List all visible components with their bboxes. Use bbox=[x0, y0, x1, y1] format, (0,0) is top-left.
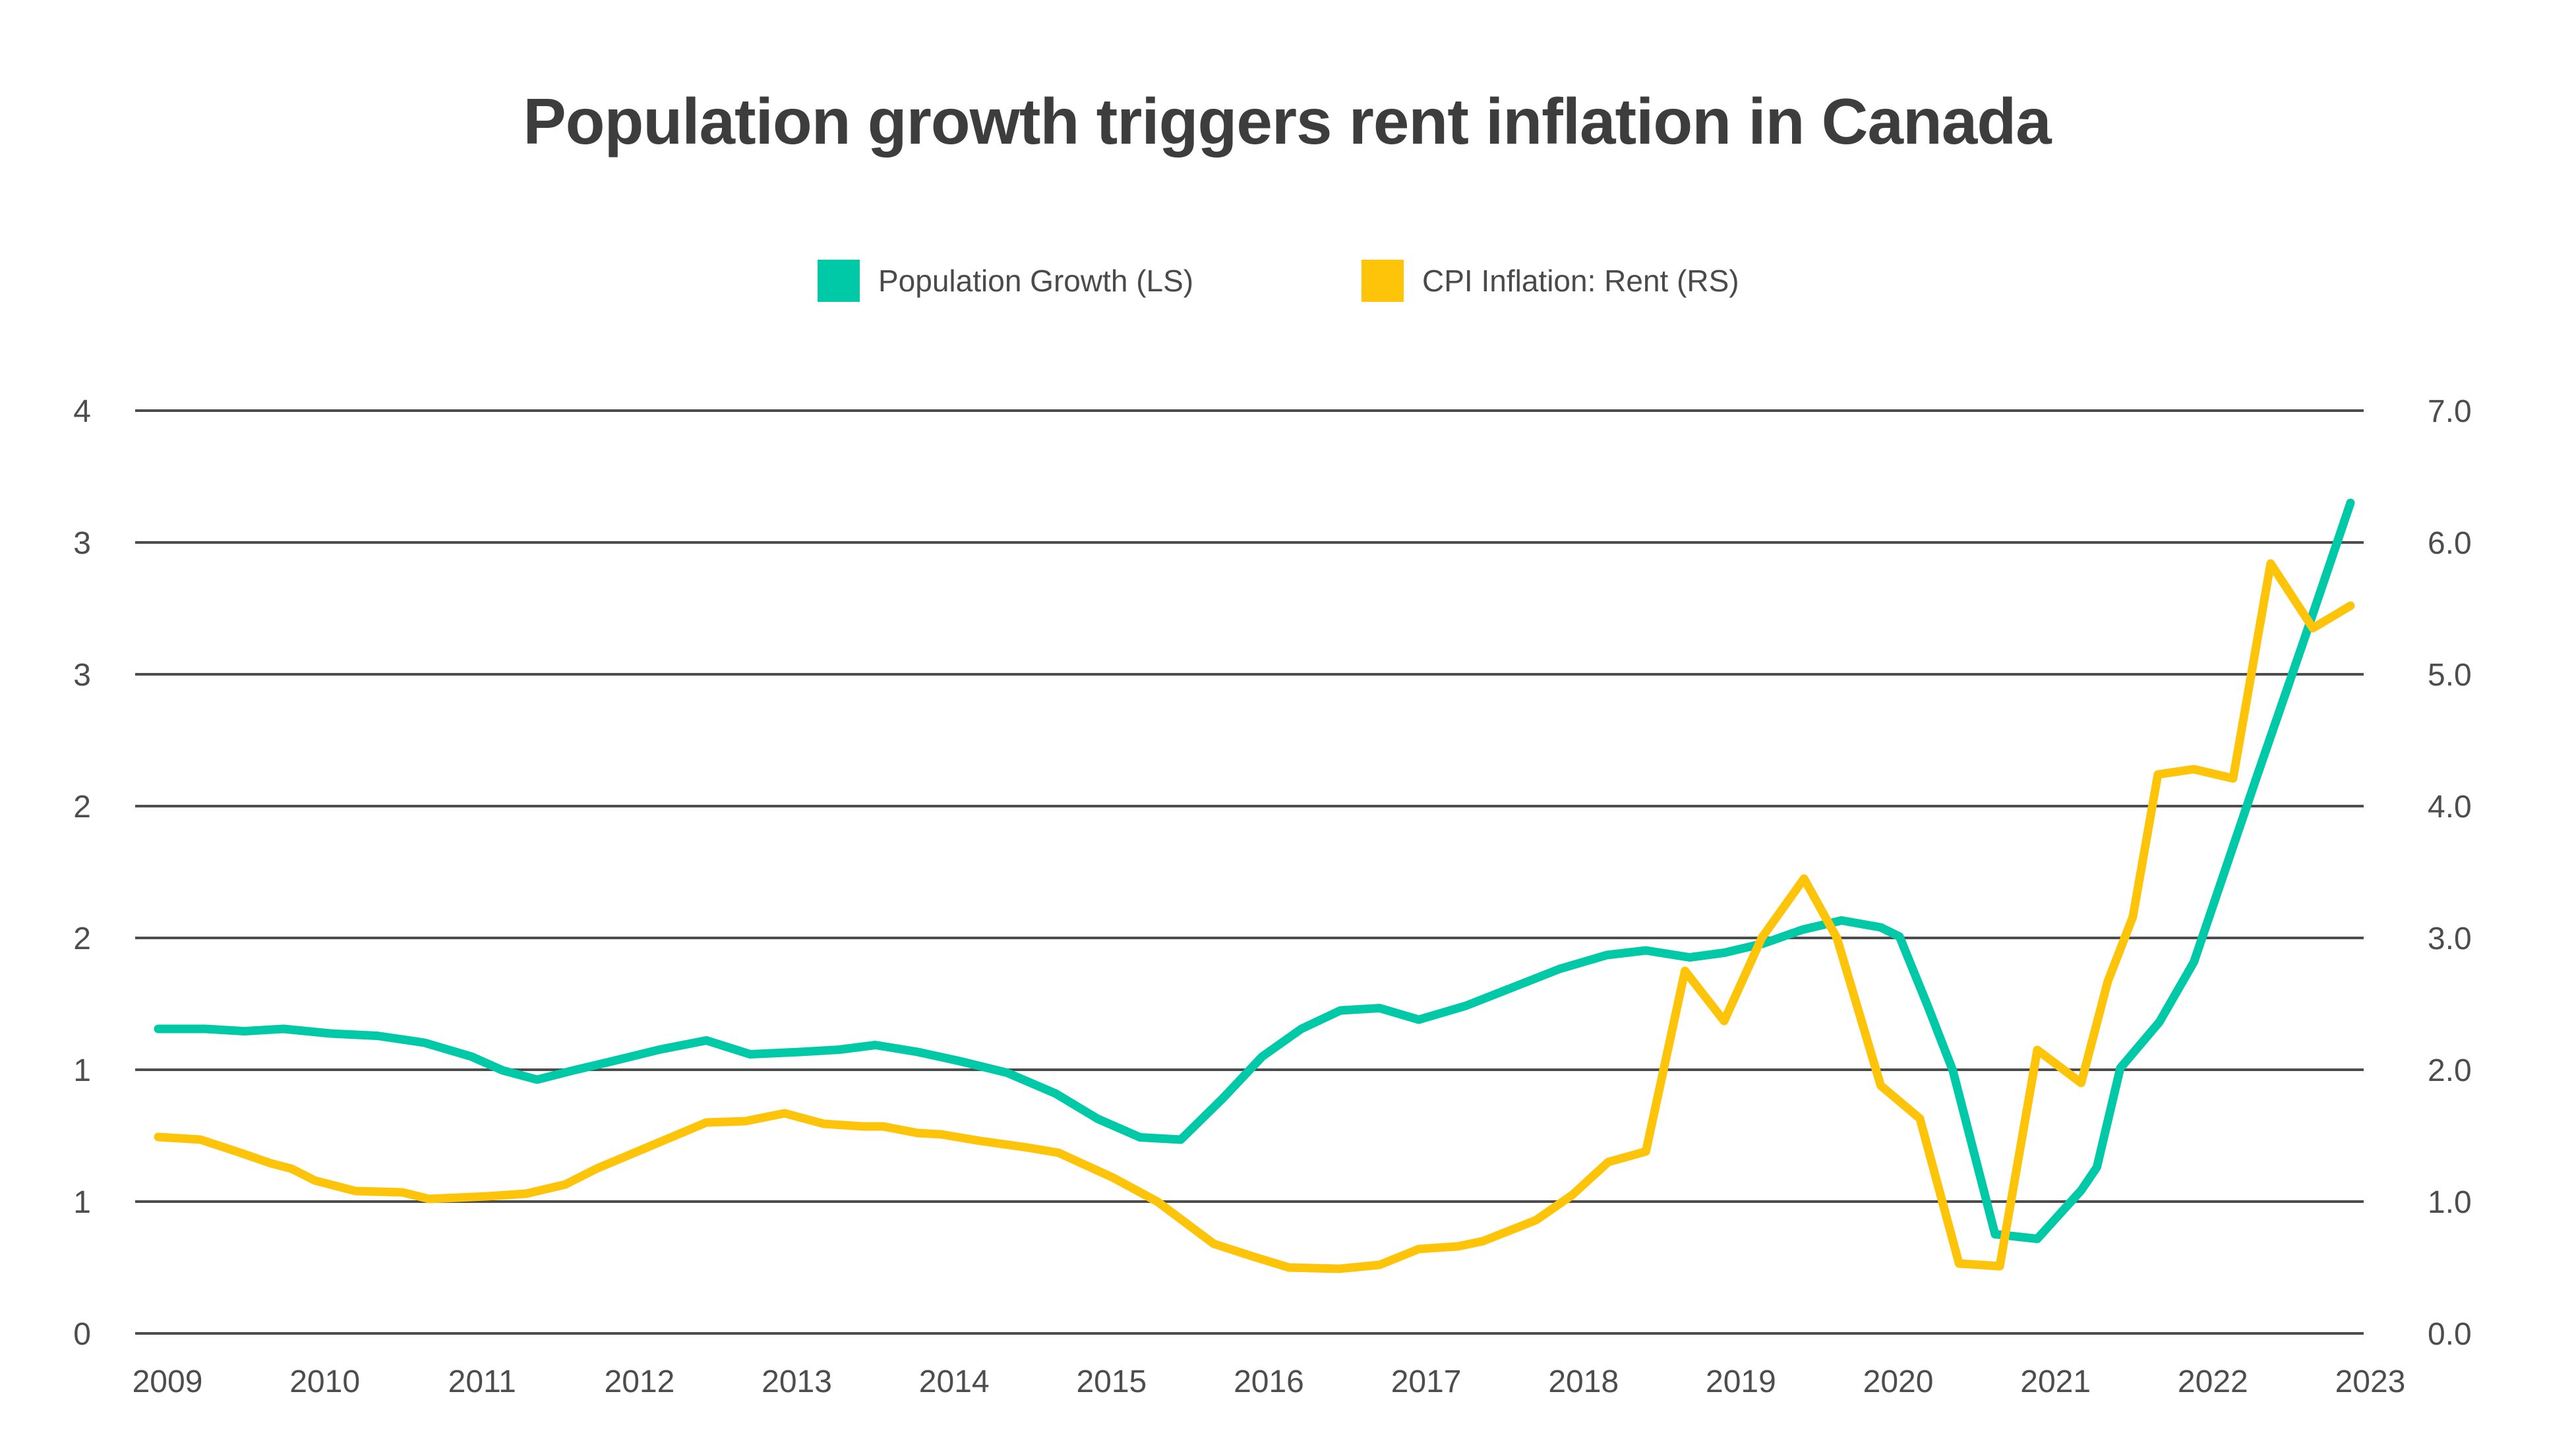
chart-title: Population growth triggers rent inflatio… bbox=[523, 85, 2051, 158]
x-axis-tick-label: 2023 bbox=[2335, 1364, 2406, 1399]
x-axis-tick-label: 2018 bbox=[1548, 1364, 1619, 1399]
x-axis-tick-label: 2020 bbox=[1863, 1364, 1934, 1399]
population-growth-swatch-icon bbox=[818, 260, 860, 302]
series-line-population-growth-ls bbox=[154, 498, 2355, 1243]
series-line-cpi-inflation-rent-rs bbox=[154, 559, 2355, 1273]
left-axis-tick-label: 3 bbox=[73, 658, 91, 693]
legend-item-cpi-rent: CPI Inflation: Rent (RS) bbox=[1362, 260, 1739, 302]
x-axis-tick-label: 2022 bbox=[2178, 1364, 2248, 1399]
x-axis-tick-label: 2010 bbox=[289, 1364, 360, 1399]
right-axis-tick-label: 0.0 bbox=[2428, 1317, 2472, 1352]
cpi-rent-swatch-icon bbox=[1362, 260, 1404, 302]
x-axis-tick-label: 2015 bbox=[1076, 1364, 1147, 1399]
legend-item-population-growth: Population Growth (LS) bbox=[818, 260, 1193, 302]
right-axis-tick-label: 6.0 bbox=[2428, 526, 2472, 561]
right-axis-tick-label: 2.0 bbox=[2428, 1053, 2472, 1088]
legend-label: CPI Inflation: Rent (RS) bbox=[1422, 264, 1739, 298]
right-axis-tick-label: 3.0 bbox=[2428, 921, 2472, 956]
right-axis-tick-label: 7.0 bbox=[2428, 394, 2472, 429]
left-axis-tick-label: 1 bbox=[73, 1185, 91, 1220]
left-axis-tick-label: 2 bbox=[73, 790, 91, 825]
right-axis-tick-label: 4.0 bbox=[2428, 790, 2472, 825]
left-axis-tick-label: 1 bbox=[73, 1053, 91, 1088]
right-axis-tick-label: 1.0 bbox=[2428, 1185, 2472, 1220]
left-axis-tick-label: 2 bbox=[73, 921, 91, 956]
x-axis-tick-label: 2019 bbox=[1706, 1364, 1776, 1399]
left-axis-tick-label: 0 bbox=[73, 1317, 91, 1352]
x-axis-tick-label: 2009 bbox=[133, 1364, 203, 1399]
x-axis-tick-label: 2016 bbox=[1234, 1364, 1304, 1399]
x-axis-tick-label: 2012 bbox=[605, 1364, 675, 1399]
right-axis-tick-label: 5.0 bbox=[2428, 658, 2472, 693]
x-axis-tick-label: 2014 bbox=[919, 1364, 990, 1399]
x-axis-tick-label: 2011 bbox=[448, 1364, 516, 1399]
legend-label: Population Growth (LS) bbox=[878, 264, 1194, 298]
legend: Population Growth (LS) CPI Inflation: Re… bbox=[0, 260, 2574, 306]
left-axis-tick-label: 3 bbox=[73, 526, 91, 561]
x-axis-tick-label: 2013 bbox=[762, 1364, 832, 1399]
left-axis-tick-label: 4 bbox=[73, 394, 91, 429]
x-axis-tick-label: 2021 bbox=[2020, 1364, 2091, 1399]
x-axis-tick-label: 2017 bbox=[1391, 1364, 1462, 1399]
